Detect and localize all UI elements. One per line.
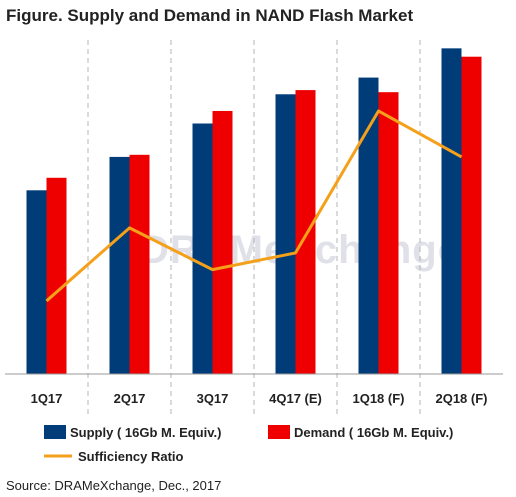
supply-bar bbox=[26, 190, 47, 374]
chart-title: Figure. Supply and Demand in NAND Flash … bbox=[6, 6, 414, 25]
supply-bar bbox=[358, 77, 379, 374]
x-tick-label: 2Q17 bbox=[114, 391, 146, 406]
demand-bar bbox=[212, 110, 233, 374]
demand-bar bbox=[461, 56, 482, 374]
bar-series bbox=[26, 48, 482, 375]
legend-swatch-demand bbox=[268, 425, 290, 439]
supply-bar bbox=[192, 123, 213, 374]
x-tick-label: 1Q17 bbox=[31, 391, 63, 406]
legend-label-supply: Supply ( 16Gb M. Equiv.) bbox=[70, 425, 221, 440]
legend-label-demand: Demand ( 16Gb M. Equiv.) bbox=[294, 425, 453, 440]
x-tick-label: 2Q18 (F) bbox=[435, 391, 487, 406]
supply-bar bbox=[109, 156, 130, 374]
legend: Supply ( 16Gb M. Equiv.) Demand ( 16Gb M.… bbox=[44, 425, 453, 464]
x-tick-label: 4Q17 (E) bbox=[269, 391, 322, 406]
source-note: Source: DRAMeXchange, Dec., 2017 bbox=[6, 478, 222, 493]
supply-bar bbox=[275, 94, 296, 375]
legend-swatch-supply bbox=[44, 425, 66, 439]
demand-bar bbox=[129, 154, 150, 374]
x-tick-label: 3Q17 bbox=[197, 391, 229, 406]
sufficiency-ratio-line bbox=[45, 109, 463, 303]
legend-label-ratio: Sufficiency Ratio bbox=[78, 449, 184, 464]
demand-bar bbox=[378, 92, 399, 374]
demand-bar bbox=[46, 177, 67, 374]
supply-bar bbox=[441, 48, 462, 374]
x-tick-label: 1Q18 (F) bbox=[352, 391, 404, 406]
x-tick-labels: 1Q17 2Q17 3Q17 4Q17 (E) 1Q18 (F) 2Q18 (F) bbox=[31, 391, 488, 406]
demand-bar bbox=[295, 90, 316, 374]
